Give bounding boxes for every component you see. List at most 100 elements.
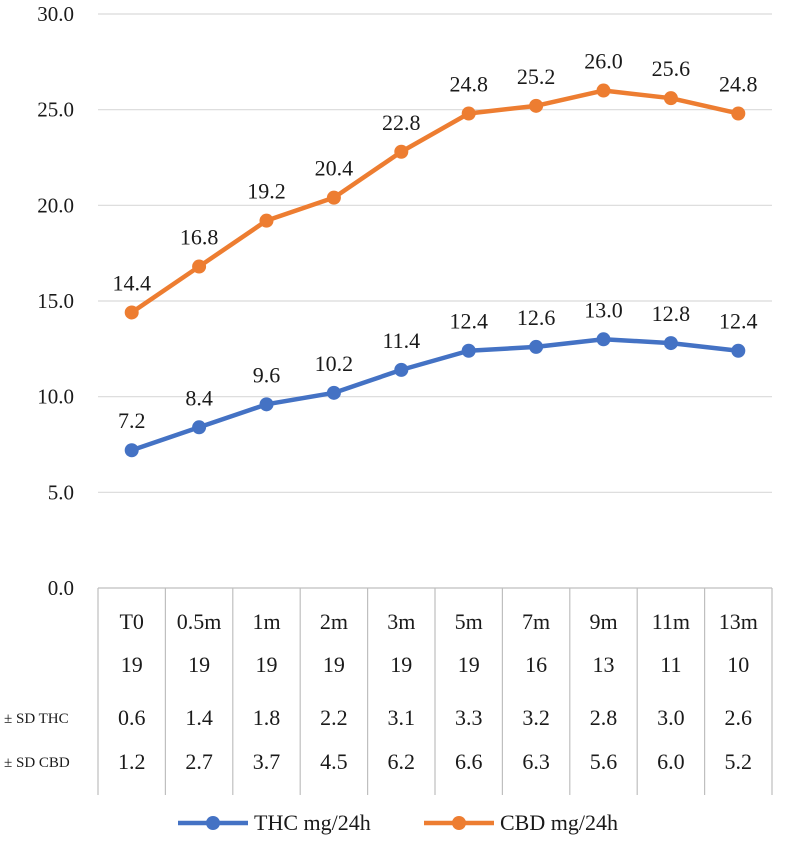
data-point: [124, 443, 139, 458]
y-tick-label: 25.0: [37, 98, 74, 122]
table-cell: 6.0: [657, 749, 685, 774]
table-cell: 2.6: [725, 705, 753, 730]
series-group: 7.28.49.6 10.211.412.4 12.6 13.0 12.8 12.414.…: [112, 49, 758, 458]
legend-entry: THC mg/24h: [178, 810, 371, 835]
gridlines: 0.0 5.0 10.0 15.0 20.0 25.0 30.0: [37, 2, 772, 600]
table-cell: 2.7: [185, 749, 213, 774]
table-cell: 19: [256, 652, 278, 677]
data-label: 11.4: [382, 328, 420, 353]
data-label: 7.2: [118, 408, 146, 433]
legend-entry: CBD mg/24h: [424, 810, 618, 835]
legend: THC mg/24h CBD mg/24h: [178, 810, 618, 835]
table-cell: 6.3: [522, 749, 550, 774]
data-label: 22.8: [382, 110, 421, 135]
data-point: [663, 336, 678, 351]
table-cell: 3.7: [253, 749, 281, 774]
table-cell: 19: [458, 652, 480, 677]
table-cell: 19: [390, 652, 412, 677]
data-label: 13.0: [584, 297, 623, 322]
data-label: 25.2: [517, 64, 556, 89]
legend-marker: [206, 816, 220, 830]
table-cell: 19: [188, 652, 210, 677]
x-category-label: T0: [119, 609, 143, 634]
x-category-label: 1m: [252, 609, 280, 634]
data-label: 26.0: [584, 49, 623, 74]
data-label: 20.4: [315, 156, 354, 181]
data-label: 14.4: [112, 270, 151, 295]
data-point: [731, 343, 746, 358]
legend-label: THC mg/24h: [254, 810, 371, 835]
data-point: [259, 213, 274, 228]
data-label: 12.8: [652, 301, 691, 326]
y-tick-label: 15.0: [37, 289, 74, 313]
series-cbd: 14.4 16.8 19.2 20.4 22.8 24.8 25.2 26.0 25.6 24.8: [112, 49, 758, 320]
data-label: 24.8: [449, 71, 488, 96]
data-label: 25.6: [652, 56, 691, 81]
data-point: [326, 385, 341, 400]
x-category-label: 7m: [522, 609, 550, 634]
y-tick-label: 10.0: [37, 385, 74, 409]
legend-marker: [452, 816, 466, 830]
data-point: [192, 259, 207, 274]
data-point: [259, 397, 274, 412]
x-category-label: 13m: [719, 609, 758, 634]
table-cell: 19: [121, 652, 143, 677]
data-point: [461, 106, 476, 121]
data-point: [192, 420, 207, 435]
table-cell: 19: [323, 652, 345, 677]
table-cell: 1.8: [253, 705, 281, 730]
table-cell: 5.6: [590, 749, 618, 774]
data-label: 10.2: [315, 351, 354, 376]
x-category-label: 3m: [387, 609, 415, 634]
data-label: 19.2: [247, 179, 286, 204]
table-cell: 6.2: [388, 749, 416, 774]
series-line: [130, 337, 739, 453]
data-label: 12.6: [517, 305, 556, 330]
series-line: [130, 88, 739, 315]
table-cell: 5.2: [725, 749, 753, 774]
table-row-label: ± SD THC: [4, 711, 69, 727]
data-point: [529, 339, 544, 354]
data-label: 9.6: [253, 362, 281, 387]
table-cell: 3.3: [455, 705, 483, 730]
x-category-label: 5m: [455, 609, 483, 634]
x-category-label: 11m: [652, 609, 690, 634]
table-cell: 3.1: [388, 705, 416, 730]
data-label: 8.4: [185, 385, 213, 410]
table-cell: 13: [593, 652, 615, 677]
data-point: [596, 332, 611, 347]
data-label: 12.4: [719, 309, 758, 334]
data-label: 12.4: [449, 309, 488, 334]
y-tick-label: 30.0: [37, 2, 74, 26]
x-category-label: 9m: [589, 609, 617, 634]
x-category-label: 0.5m: [177, 609, 222, 634]
data-point: [394, 362, 409, 377]
table-cell: 2.2: [320, 705, 348, 730]
x-category-label: 2m: [320, 609, 348, 634]
data-point: [326, 190, 341, 205]
data-point: [461, 343, 476, 358]
table-cell: 11: [660, 652, 681, 677]
data-point: [663, 91, 678, 106]
data-point: [394, 144, 409, 159]
table-cell: 16: [525, 652, 547, 677]
y-tick-label: 20.0: [37, 193, 74, 217]
data-point: [124, 305, 139, 320]
table-cell: 0.6: [118, 705, 146, 730]
data-label: 16.8: [180, 225, 219, 250]
table-cell: 3.2: [522, 705, 550, 730]
table-cell: 6.6: [455, 749, 483, 774]
data-point: [731, 106, 746, 121]
legend-label: CBD mg/24h: [500, 810, 618, 835]
y-tick-label: 5.0: [48, 480, 74, 504]
data-point: [596, 83, 611, 98]
data-table: T0 0.5m 1m 2m 3m 5m 7m 9m 11m 13m 19 19 19 19 19 19 16 13…: [4, 587, 773, 795]
table-row-label: ± SD CBD: [4, 755, 70, 771]
table-cell: 10: [727, 652, 749, 677]
data-point: [529, 98, 544, 113]
table-cell: 4.5: [320, 749, 348, 774]
series-thc: 7.2 8.4 9.6 10.2 11.4 12.4 12.6 13.0 12.8 12.4: [118, 297, 758, 458]
y-tick-label: 0.0: [48, 576, 74, 600]
table-cell: 2.8: [590, 705, 618, 730]
data-label: 24.8: [719, 71, 758, 96]
